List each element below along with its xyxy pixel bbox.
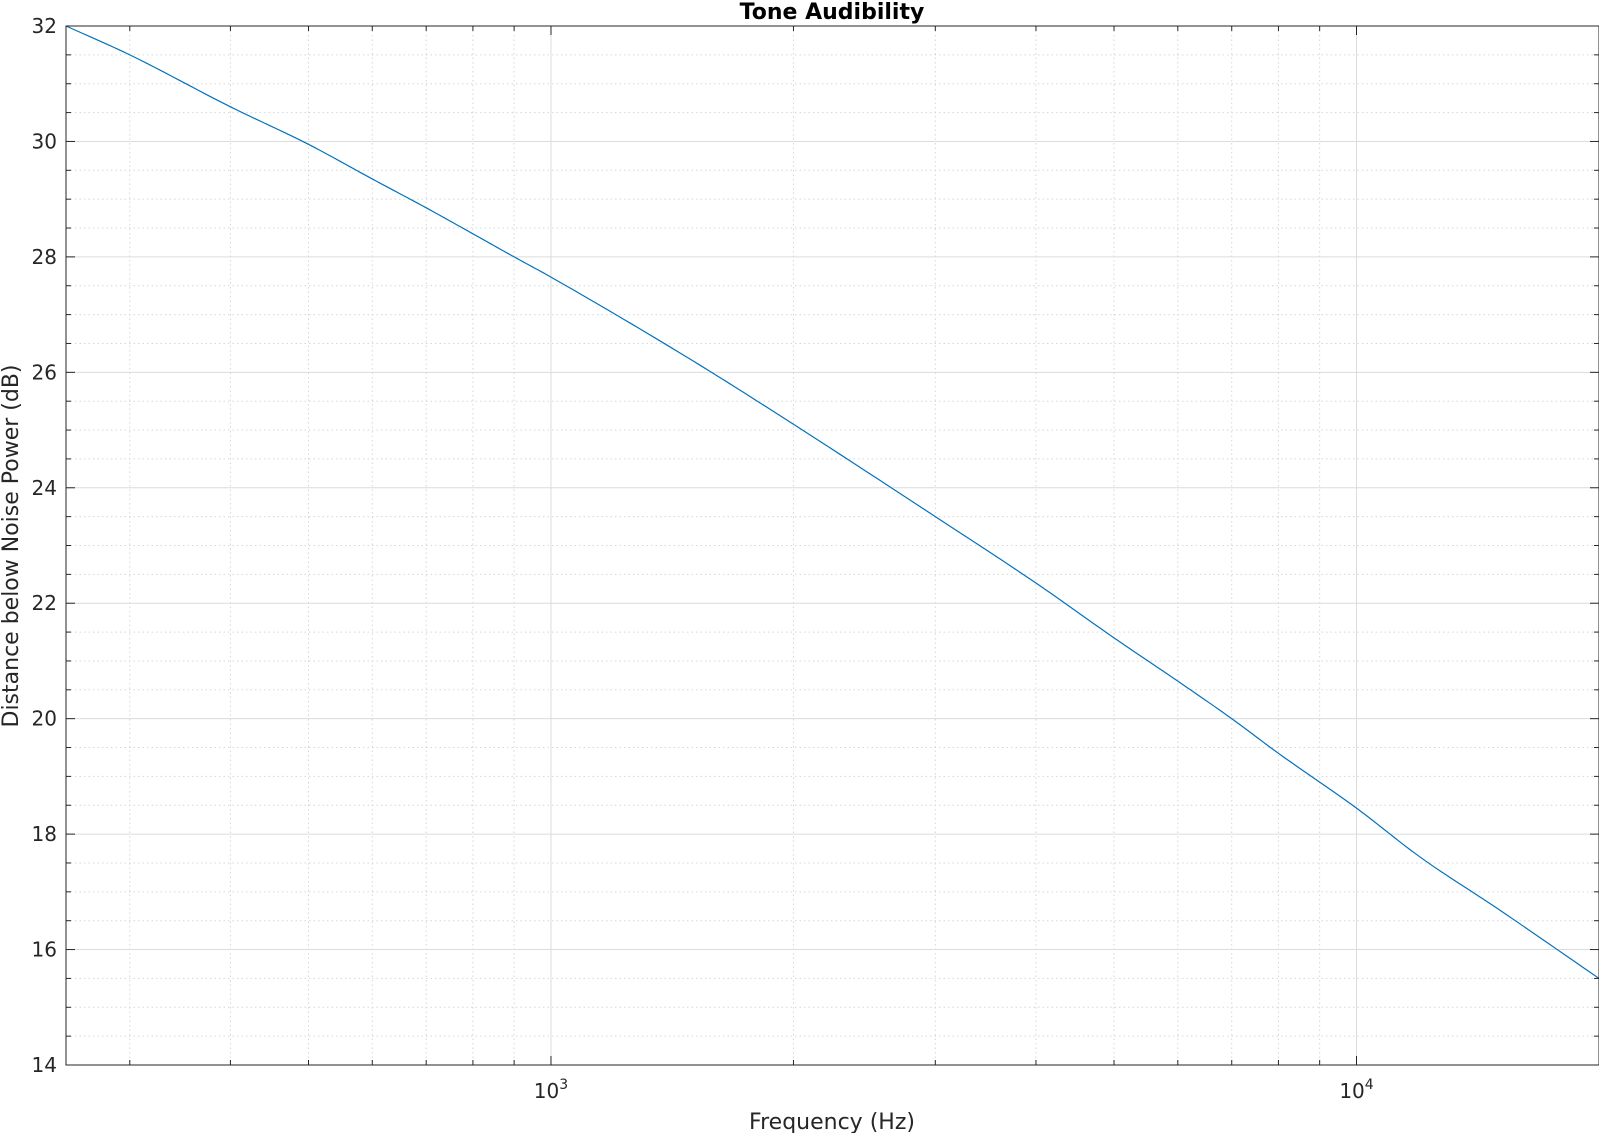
y-tick-label: 18	[32, 822, 57, 846]
x-tick-label: 103	[534, 1077, 568, 1103]
y-tick-labels: 14 16 18 20 22 24 26 28 30 32	[32, 14, 57, 1077]
chart-title: Tone Audibility	[740, 0, 925, 25]
minor-grid	[66, 26, 1599, 1065]
x-axis-label: Frequency (Hz)	[749, 1110, 915, 1133]
y-tick-label: 28	[32, 245, 57, 269]
y-tick-label: 14	[32, 1053, 57, 1077]
y-tick-label: 24	[32, 476, 57, 500]
series-line-1	[65, 25, 1599, 979]
series-layer	[65, 25, 1599, 979]
y-tick-label: 22	[32, 591, 57, 615]
y-tick-label: 32	[32, 14, 57, 38]
y-tick-label: 20	[32, 707, 57, 731]
tick-marks	[66, 25, 1599, 1066]
y-tick-label: 26	[32, 360, 57, 384]
y-tick-label: 16	[32, 938, 57, 962]
plot-area: 14 16 18 20 22 24 26 28 30 32 103 104	[32, 14, 1599, 1103]
x-tick-labels: 103 104	[534, 1077, 1374, 1103]
x-tick-label: 104	[1339, 1077, 1373, 1103]
y-tick-label: 30	[32, 129, 57, 153]
y-axis-label: Distance below Noise Power (dB)	[0, 365, 24, 728]
